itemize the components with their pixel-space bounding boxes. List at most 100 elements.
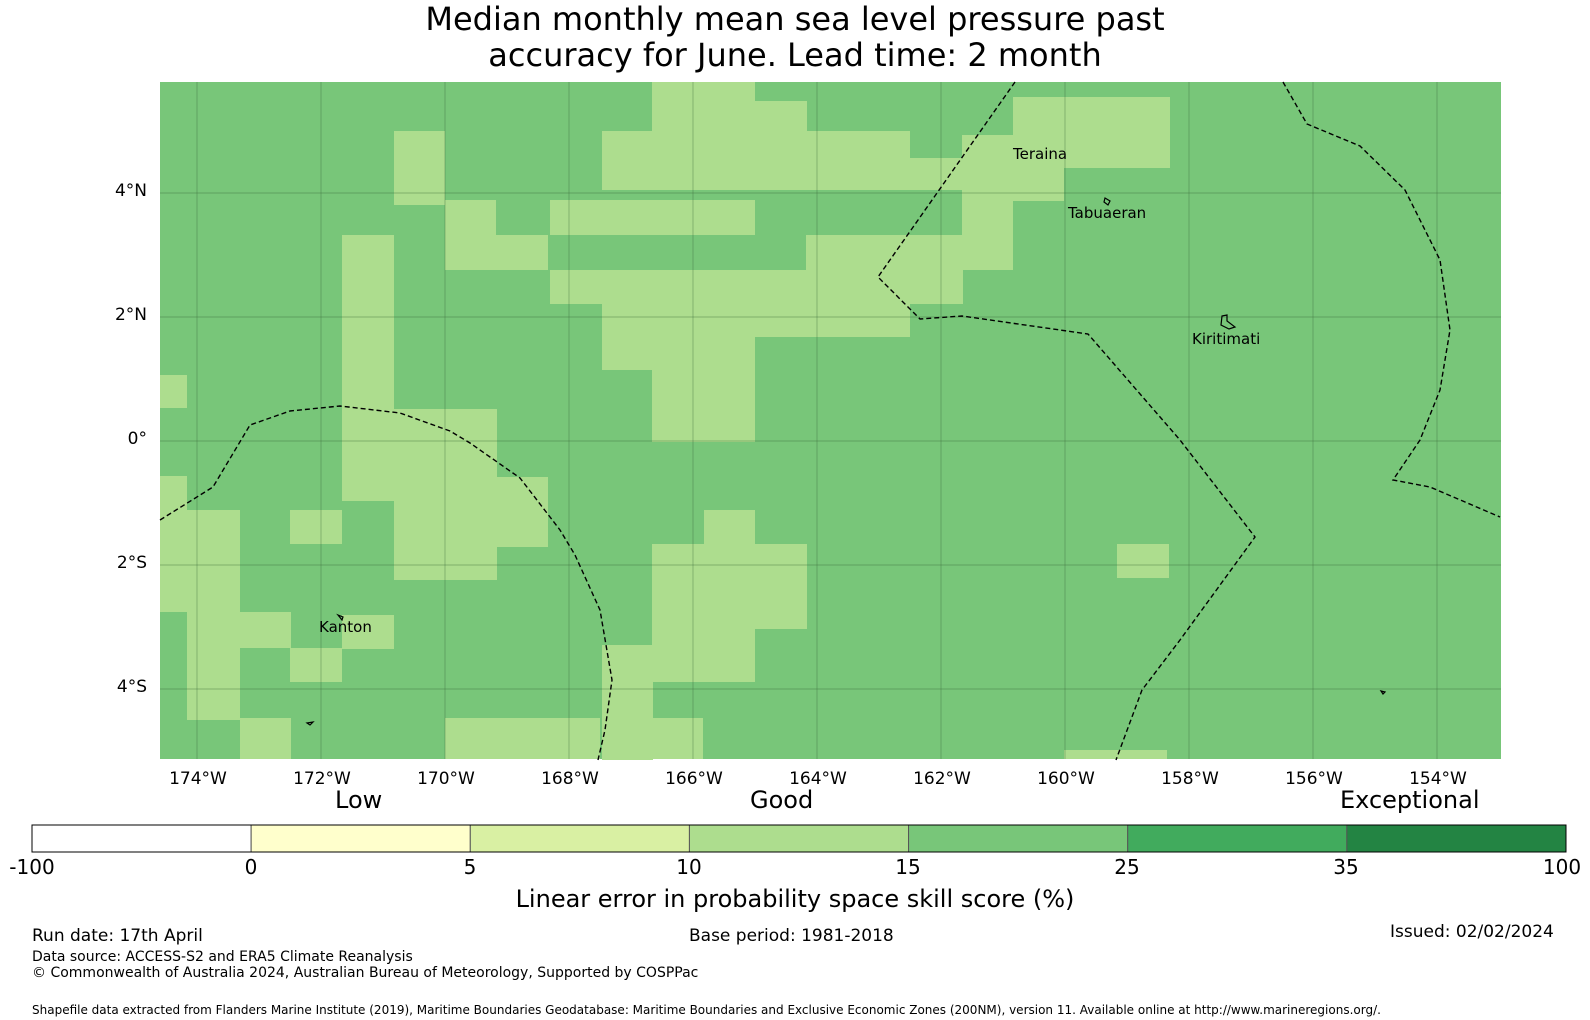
island-outline (336, 613, 344, 622)
skill-cell (445, 718, 600, 759)
island-outline (305, 721, 315, 726)
skill-cell (602, 158, 962, 190)
skill-cell (497, 477, 548, 547)
colorbar-frame (31, 824, 1567, 853)
lat-label: 2°S (116, 553, 147, 573)
skill-cell (1013, 97, 1170, 135)
place-label-kiritimati: Kiritimati (1192, 330, 1261, 348)
colorbar-tick: 5 (463, 855, 477, 879)
skill-cell (394, 510, 497, 580)
skill-cell (652, 337, 755, 442)
skill-cell (652, 718, 703, 759)
skill-cell (962, 135, 1170, 168)
lon-label: 158°W (1161, 769, 1219, 789)
place-label-teraina: Teraina (1013, 145, 1068, 163)
skill-cell (962, 236, 1013, 270)
data-source: Data source: ACCESS-S2 and ERA5 Climate … (32, 949, 413, 965)
lat-label: 2°N (114, 305, 147, 325)
skill-cell (602, 304, 910, 337)
colorbar-label: Linear error in probability space skill … (515, 885, 1075, 913)
skill-cell (290, 510, 342, 544)
skill-cell (652, 579, 807, 629)
place-label-kanton: Kanton (319, 618, 372, 636)
eez-boundaries (159, 81, 1501, 761)
skill-cell (602, 337, 653, 370)
skill-cell (160, 476, 187, 510)
skill-cell (240, 718, 291, 759)
skill-cell (962, 168, 1064, 201)
skill-cell (290, 648, 342, 682)
skill-cell (652, 544, 807, 579)
island-outline (1220, 314, 1237, 330)
lon-label: 162°W (913, 769, 971, 789)
colorbar-category-good: Good (750, 786, 814, 814)
skill-cell (445, 200, 496, 235)
skill-cell (602, 645, 653, 760)
skill-cell (962, 201, 1013, 236)
colorbar-segment (1127, 824, 1348, 853)
skill-cell (602, 131, 910, 158)
lon-label: 172°W (293, 769, 351, 789)
skill-cell (160, 510, 240, 612)
skill-cell (550, 200, 755, 235)
skill-cell (652, 629, 755, 682)
lon-label: 174°W (169, 769, 227, 789)
lon-label: 160°W (1037, 769, 1095, 789)
graticule-lines (160, 82, 1501, 759)
colorbar-tick: 10 (676, 855, 702, 879)
colorbar-tick: 100 (1542, 855, 1582, 879)
issued-date: Issued: 02/02/2024 (1390, 922, 1554, 942)
skill-cell (652, 101, 807, 131)
skill-cell (445, 235, 548, 270)
colorbar-category-exceptional: Exceptional (1340, 786, 1480, 814)
shapefile-credit: Shapefile data extracted from Flanders M… (32, 1003, 1381, 1017)
colorbar-tick: 35 (1333, 855, 1359, 879)
lon-label: 164°W (789, 769, 847, 789)
copyright: © Commonwealth of Australia 2024, Austra… (32, 965, 699, 981)
skill-cell (394, 409, 497, 510)
colorbar-segment (250, 824, 471, 853)
skill-cell (342, 235, 394, 501)
skill-cell (1064, 750, 1167, 759)
chart-title-line-1: Median monthly mean sea level pressure p… (425, 0, 1165, 38)
lat-label: 4°N (114, 181, 147, 201)
island-outline (1103, 197, 1111, 206)
eez-boundary-line (159, 405, 613, 761)
colorbar-tick: 0 (244, 855, 258, 879)
lon-label: 166°W (665, 769, 723, 789)
skill-cell (342, 615, 394, 649)
lon-label: 168°W (541, 769, 599, 789)
colorbar-segment (1346, 824, 1567, 853)
colorbar-segment (469, 824, 690, 853)
lon-label: 170°W (417, 769, 475, 789)
colorbar (31, 824, 1567, 853)
place-label-tabuaeran: Tabuaeran (1068, 204, 1147, 222)
lat-label: 0° (127, 429, 147, 449)
colorbar-tick: 15 (895, 855, 921, 879)
skill-grid-cells (160, 82, 1501, 760)
skill-cell (160, 375, 187, 408)
lon-label: 156°W (1285, 769, 1343, 789)
skill-cell (240, 612, 291, 648)
lat-label: 4°S (116, 677, 147, 697)
lon-label: 154°W (1409, 769, 1467, 789)
eez-boundary-line (877, 81, 1256, 761)
skill-cell (755, 235, 806, 270)
colorbar-segment (908, 824, 1129, 853)
skill-cell (1117, 544, 1169, 578)
colorbar-segment (688, 824, 910, 853)
islands (305, 197, 1387, 726)
colorbar-tick: 25 (1114, 855, 1140, 879)
skill-cell (704, 510, 755, 544)
skill-cell (394, 131, 445, 205)
skill-cell (652, 82, 755, 101)
skill-cell (550, 270, 963, 304)
skill-cell (806, 235, 963, 270)
base-period: Base period: 1981-2018 (689, 926, 894, 946)
chart-title-line-2: accuracy for June. Lead time: 2 month (488, 36, 1102, 74)
colorbar-category-low: Low (335, 786, 383, 814)
island-outline (1379, 690, 1387, 695)
skill-cell (187, 612, 240, 720)
run-date: Run date: 17th April (32, 926, 203, 946)
